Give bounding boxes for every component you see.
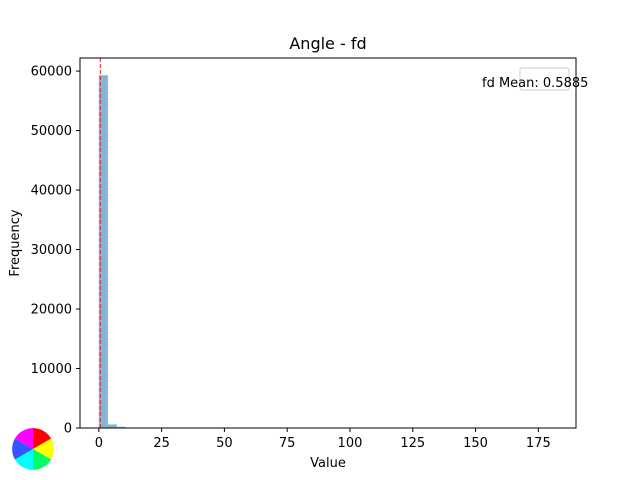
x-tick-label: 75 [279, 436, 296, 451]
legend-text: fd Mean: 0.5885 [482, 76, 588, 91]
y-axis-ticks: 0 10000 20000 30000 40000 50000 60000 [31, 65, 80, 437]
plot-frame [79, 57, 577, 429]
x-axis-label: Value [310, 456, 346, 471]
histogram-bar [98, 75, 108, 429]
histogram-bar [116, 426, 126, 428]
x-tick-label: 25 [153, 436, 170, 451]
y-axis-label: Frequency [8, 209, 23, 276]
y-tick-label: 20000 [31, 303, 72, 318]
histogram-bar [107, 424, 117, 428]
chart-title: Angle - fd [289, 34, 366, 53]
x-tick-label: 125 [400, 436, 425, 451]
x-tick-label: 175 [526, 436, 551, 451]
y-tick-label: 0 [64, 422, 72, 437]
y-tick-label: 10000 [31, 362, 72, 377]
color-wheel-icon [11, 427, 55, 471]
x-tick-label: 100 [338, 436, 363, 451]
y-tick-label: 40000 [31, 184, 72, 199]
legend-box [519, 67, 570, 91]
y-tick-label: 50000 [31, 124, 72, 139]
x-tick-label: 0 [95, 436, 103, 451]
x-tick-label: 50 [216, 436, 233, 451]
x-axis-ticks: 0 25 50 75 100 125 150 175 [95, 428, 551, 451]
histogram-bars [98, 75, 145, 429]
y-tick-label: 30000 [31, 243, 72, 258]
y-tick-label: 60000 [31, 65, 72, 80]
legend: fd Mean: 0.5885 [482, 67, 588, 91]
x-tick-label: 150 [463, 436, 488, 451]
